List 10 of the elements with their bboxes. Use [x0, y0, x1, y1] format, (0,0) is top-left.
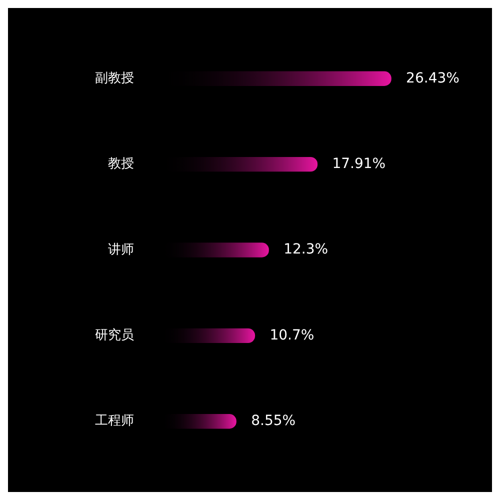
data-label: 10.7%	[270, 327, 314, 344]
y-tick-label: 研究员	[95, 328, 134, 344]
data-label: 17.91%	[332, 156, 386, 172]
data-label: 12.3%	[284, 242, 328, 258]
y-tick-label: 教授	[108, 156, 134, 172]
y-tick-label: 工程师	[95, 414, 134, 429]
data-label: 8.55%	[251, 413, 296, 429]
y-tick-label: 讲师	[108, 242, 134, 258]
data-label: 26.43%	[406, 70, 460, 86]
y-tick-label: 副教授	[95, 71, 134, 86]
